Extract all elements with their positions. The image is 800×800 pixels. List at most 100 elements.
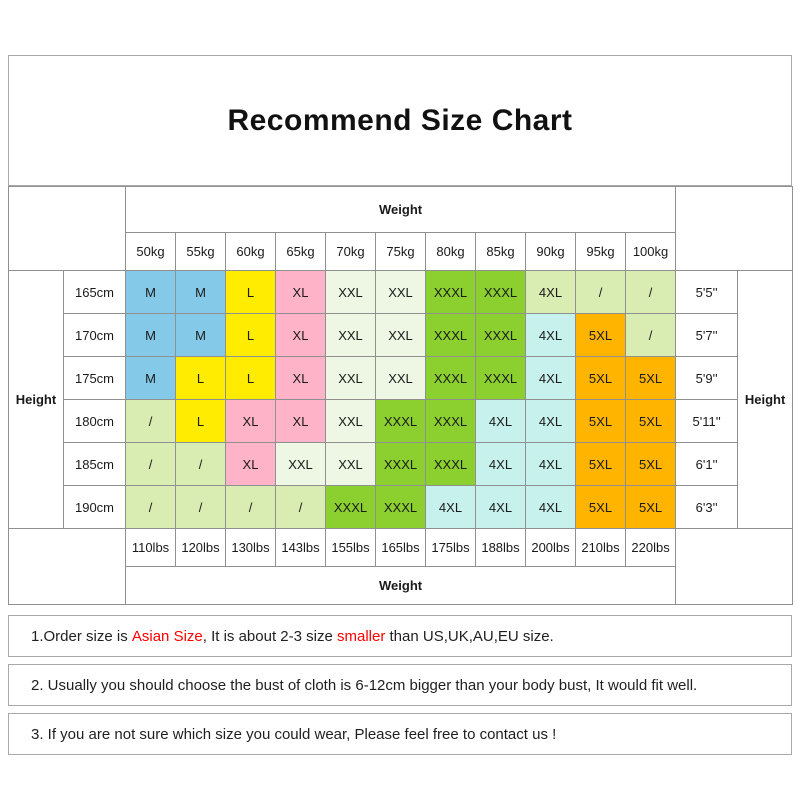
lbs-header-cell: 175lbs [425, 528, 476, 567]
size-cell: M [125, 313, 176, 357]
size-cell: L [175, 356, 226, 400]
size-cell: 4XL [525, 442, 576, 486]
size-cell: / [225, 485, 276, 529]
lbs-header-cell: 120lbs [175, 528, 226, 567]
kg-header-cell: 100kg [624, 232, 677, 271]
size-cell: / [175, 485, 226, 529]
size-row: 185cm / / XL XXL XXL XXXL XXXL 4XL 4XL 5XL 5XL 6'1'' [9, 442, 793, 486]
note-highlight: smaller [336, 627, 386, 645]
corner-top-left [8, 186, 126, 271]
size-cell: XXXL [425, 399, 476, 443]
size-cell: 5XL [624, 442, 677, 486]
size-cell: / [624, 270, 677, 314]
size-cell: 5XL [624, 356, 677, 400]
size-cell: M [175, 313, 226, 357]
size-cell: 4XL [425, 485, 476, 529]
size-cell: 5XL [575, 485, 626, 529]
size-cell: / [125, 442, 176, 486]
size-cell: XXL [375, 356, 426, 400]
lbs-header-cell: 200lbs [525, 528, 576, 567]
size-cell: 5XL [575, 313, 626, 357]
weight-bottom-row: Weight [9, 566, 793, 605]
size-cell: XXXL [325, 485, 376, 529]
size-cell: L [225, 356, 276, 400]
size-cell: XL [275, 356, 326, 400]
size-cell: 4XL [475, 399, 526, 443]
kg-header-cell: 60kg [225, 232, 276, 271]
size-cell: 4XL [525, 356, 576, 400]
size-cell: XXL [325, 313, 376, 357]
corner-top-right [675, 186, 794, 271]
size-cell: 4XL [525, 399, 576, 443]
kg-header-cell: 70kg [325, 232, 376, 271]
size-row: 190cm / / / / XXXL XXXL 4XL 4XL 4XL 5XL 5XL 6'3'' [9, 485, 793, 529]
size-cell: XXXL [425, 270, 476, 314]
size-cell: XXL [325, 356, 376, 400]
corner-bottom-left [8, 528, 126, 605]
weight-top-row: Weight [8, 186, 794, 271]
height-ft-cell: 5'11'' [675, 399, 739, 443]
size-cell: L [225, 313, 276, 357]
lbs-header-cell: 130lbs [225, 528, 276, 567]
kg-header-cell: 50kg [125, 232, 176, 271]
size-row: 170cm M M L XL XXL XXL XXXL XXXL 4XL 5XL/5'7'' [9, 313, 793, 357]
height-ft-cell: 6'3'' [675, 485, 739, 529]
kg-header-cell: 80kg [425, 232, 476, 271]
size-cell: 5XL [624, 399, 677, 443]
lbs-header-cell: 220lbs [624, 528, 677, 567]
size-row: 180cm / L XL XL XXL XXXL XXXL 4XL 4XL 5XL 5XL 5'11'' [9, 399, 793, 443]
height-ft-cell: 6'1'' [675, 442, 739, 486]
kg-header-cell: 95kg [575, 232, 626, 271]
height-cm-cell: 165cm [63, 270, 126, 314]
size-cell: XXL [325, 399, 376, 443]
size-cell: XXXL [375, 399, 426, 443]
size-cell: 4XL [475, 442, 526, 486]
size-cell: XL [225, 442, 276, 486]
notes-section: 1.Order size is Asian Size, It is about … [8, 615, 792, 755]
height-cm-cell: 180cm [63, 399, 126, 443]
page-title: Recommend Size Chart [227, 103, 573, 137]
lbs-header-cell: 155lbs [325, 528, 376, 567]
size-cell: 4XL [475, 485, 526, 529]
corner-bottom-right [675, 528, 794, 605]
size-cell: XL [225, 399, 276, 443]
note-text: 3. If you are not sure which size you co… [31, 725, 557, 743]
note-text: 2. Usually you should choose the bust of… [31, 676, 698, 694]
size-cell: XXXL [475, 313, 526, 357]
size-cell: XL [275, 399, 326, 443]
height-label-right: Height [737, 270, 794, 529]
kg-header-row: 50kg 55kg 60kg 65kg 70kg 75kg 80kg 85kg 90kg 95kg… [9, 232, 793, 271]
size-cell: XXL [325, 442, 376, 486]
kg-header-cell: 75kg [375, 232, 426, 271]
height-cm-cell: 190cm [63, 485, 126, 529]
size-cell: 4XL [525, 313, 576, 357]
size-cell: XXL [375, 313, 426, 357]
size-cell: / [175, 442, 226, 486]
size-cell: / [624, 313, 677, 357]
weight-header-bottom: Weight [124, 566, 677, 605]
kg-header-cell: 65kg [275, 232, 326, 271]
size-cell: 4XL [525, 270, 576, 314]
size-cell: XXXL [425, 313, 476, 357]
kg-header-cell: 55kg [175, 232, 226, 271]
size-row: 175cm M L L XL XXL XXL XXXL XXXL 4XL 5XL 5XL 5'9'' [9, 356, 793, 400]
size-cell: 5XL [575, 442, 626, 486]
size-cell: XXL [275, 442, 326, 486]
note-text: than US,UK,AU,EU size. [385, 627, 554, 645]
size-cell: XL [275, 270, 326, 314]
lbs-header-cell: 110lbs [125, 528, 176, 567]
lbs-header-cell: 143lbs [275, 528, 326, 567]
size-cell: 5XL [624, 485, 677, 529]
kg-header-cell: 85kg [475, 232, 526, 271]
height-ft-cell: 5'9'' [675, 356, 739, 400]
size-cell: M [125, 270, 176, 314]
size-cell: XXL [375, 270, 426, 314]
title-box: Recommend Size Chart [8, 55, 792, 186]
lbs-header-cell: 165lbs [375, 528, 426, 567]
height-cm-cell: 185cm [63, 442, 126, 486]
size-cell: / [125, 485, 176, 529]
lbs-header-cell: 188lbs [475, 528, 526, 567]
size-cell: L [175, 399, 226, 443]
height-cm-cell: 175cm [63, 356, 126, 400]
